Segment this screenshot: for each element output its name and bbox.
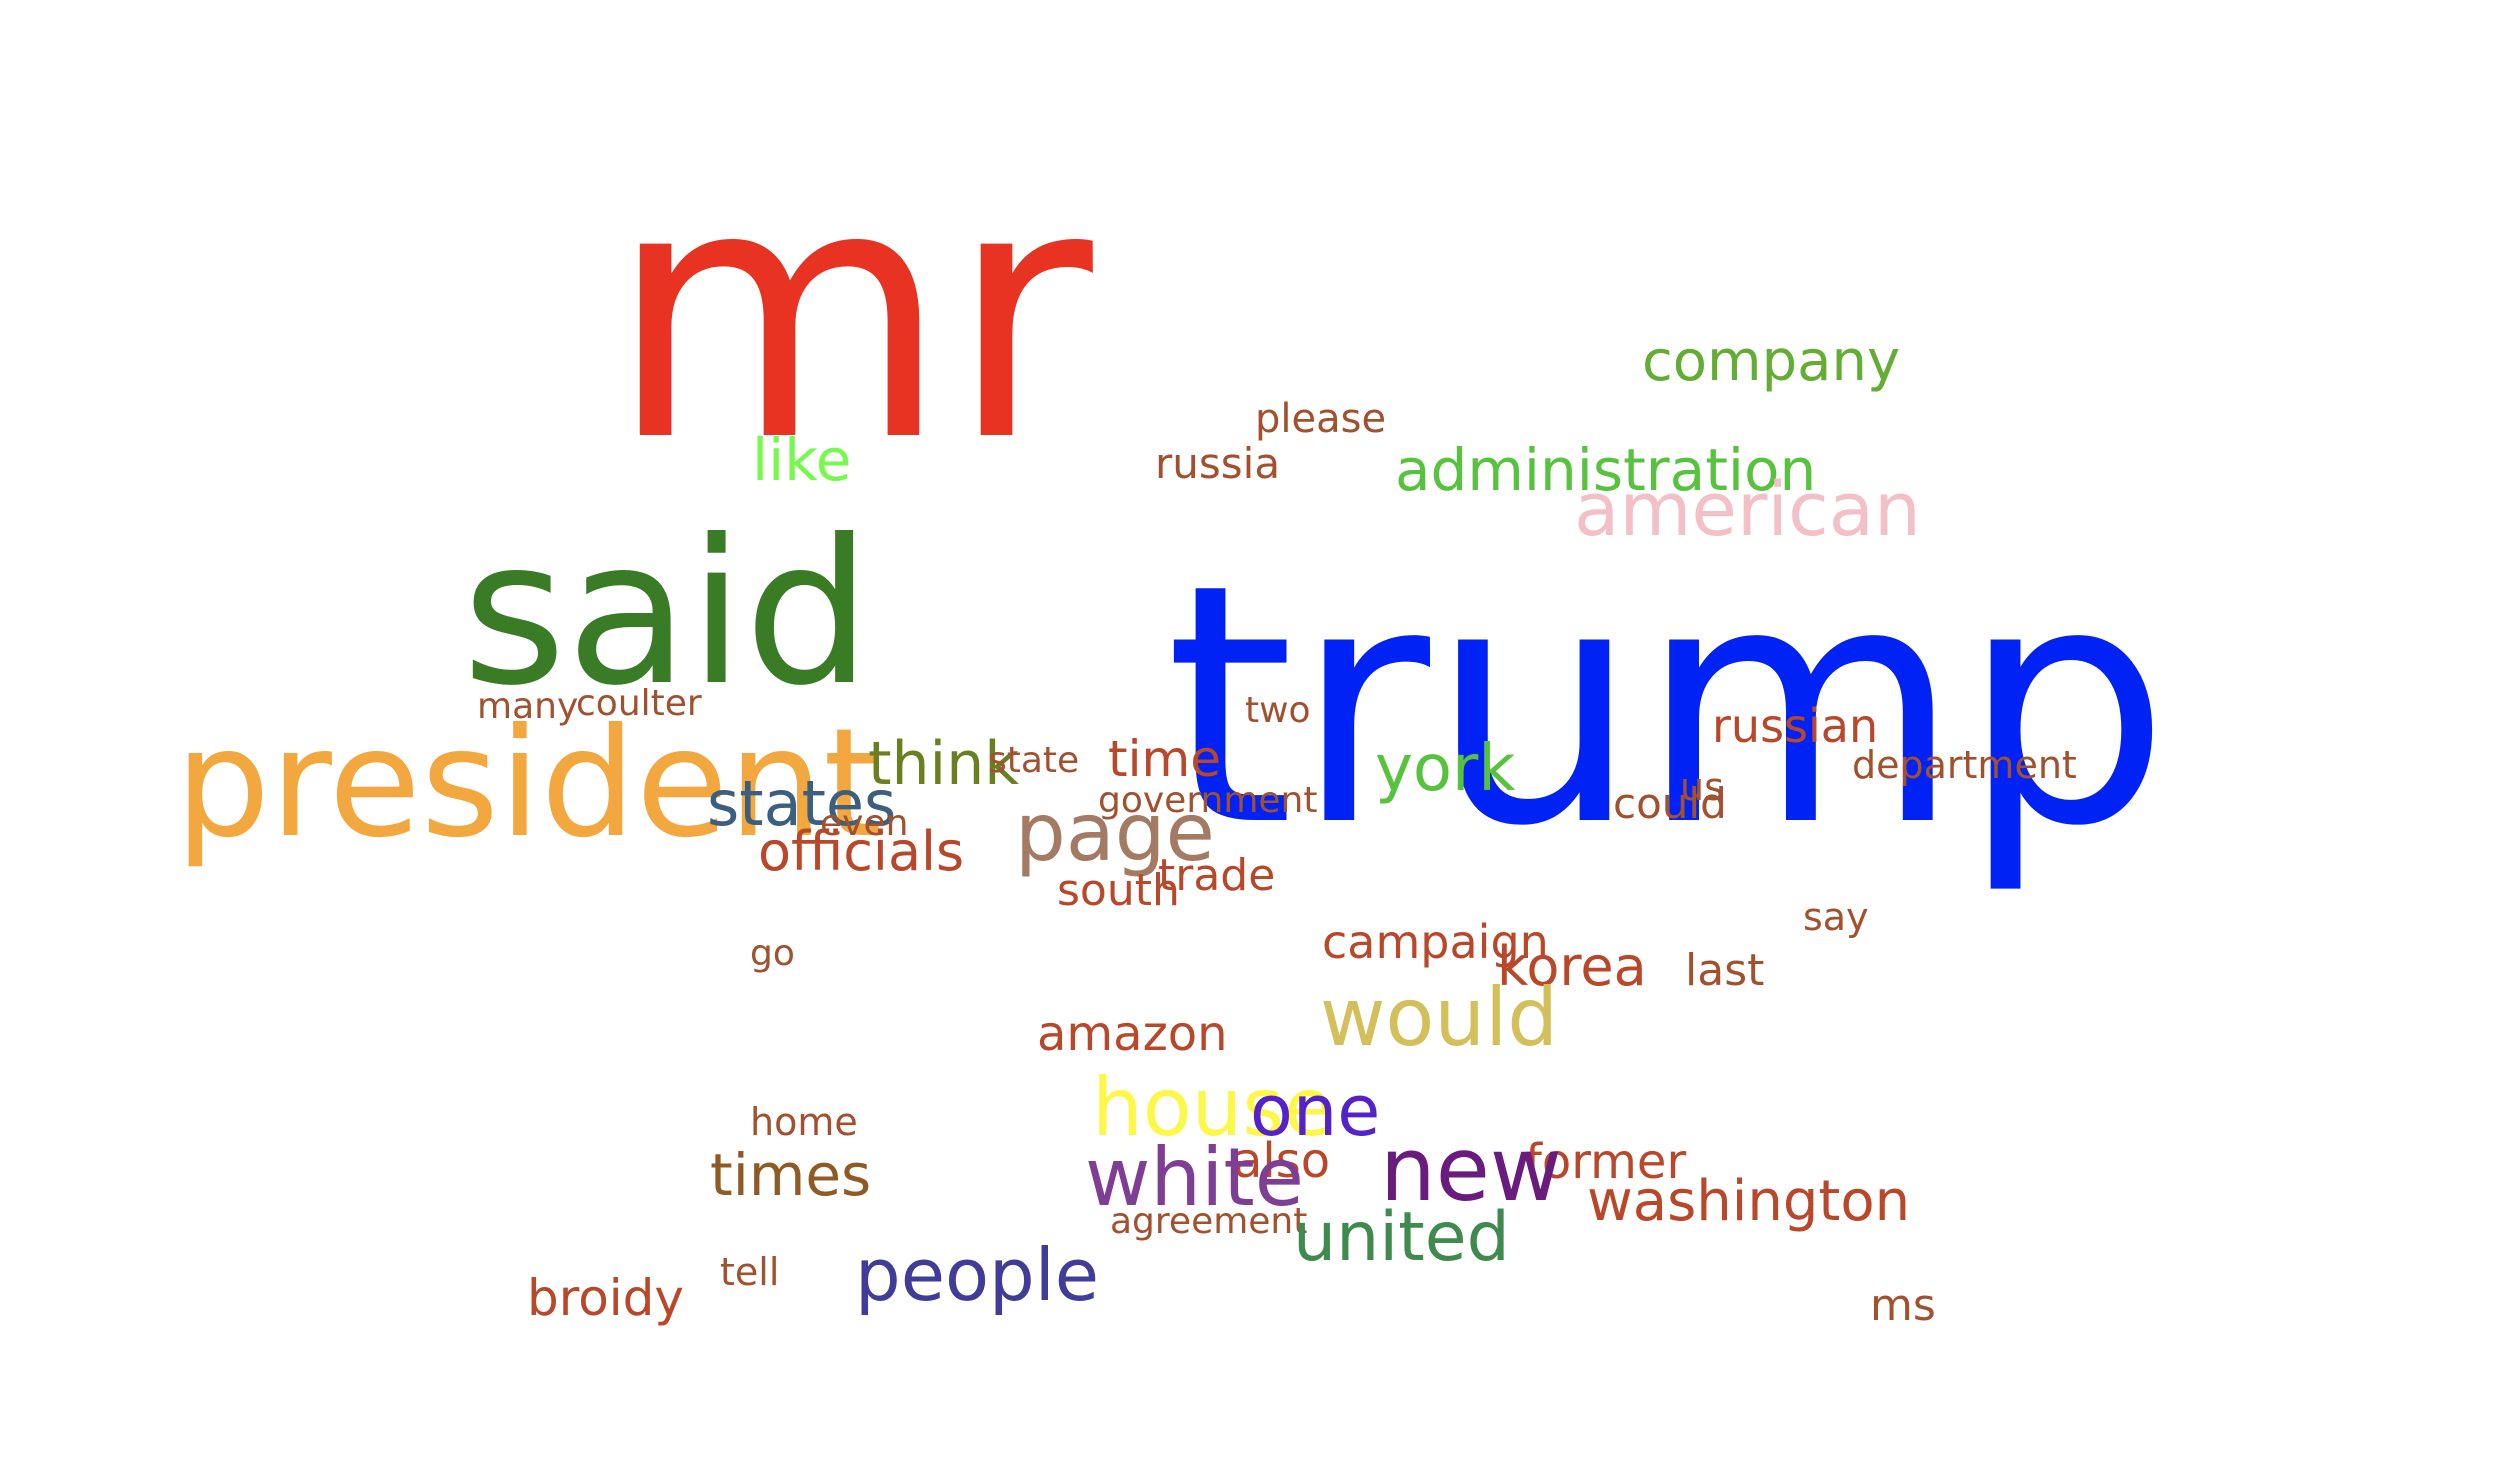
word-american: american xyxy=(1574,467,1921,553)
word-people: people xyxy=(855,1233,1099,1317)
word-department: department xyxy=(1852,743,2077,787)
word-russian: russian xyxy=(1712,699,1878,753)
word-company: company xyxy=(1642,329,1900,394)
word-tell: tell xyxy=(720,1250,779,1294)
word-home: home xyxy=(750,1100,858,1144)
word-would: would xyxy=(1320,971,1558,1064)
word-many: many xyxy=(477,686,578,727)
word-former: former xyxy=(1525,1134,1686,1190)
word-us: us xyxy=(1680,765,1724,809)
word-said: said xyxy=(462,497,871,730)
word-agreement: agreement xyxy=(1110,1201,1307,1242)
word-korea: korea xyxy=(1497,935,1647,998)
word-officials: officials xyxy=(758,820,964,883)
word-new: new xyxy=(1380,1118,1562,1221)
word-washington: washington xyxy=(1587,1169,1910,1234)
word-please: please xyxy=(1255,396,1386,442)
word-state: state xyxy=(988,740,1079,781)
word-government: government xyxy=(1098,780,1317,821)
word-even: even xyxy=(820,803,908,844)
word-campaign: campaign xyxy=(1322,915,1549,969)
word-think: think xyxy=(868,729,1019,799)
word-could: could xyxy=(1613,779,1727,828)
word-united: united xyxy=(1293,1198,1510,1277)
word-one: one xyxy=(1250,1070,1380,1152)
word-states: states xyxy=(707,767,896,840)
word-last: last xyxy=(1685,945,1764,996)
word-time: time xyxy=(1108,730,1221,788)
word-trade: trade xyxy=(1158,850,1275,901)
word-mr: mr xyxy=(608,110,1097,518)
word-times: times xyxy=(710,1141,871,1209)
word-president: president xyxy=(175,697,882,871)
word-amazon: amazon xyxy=(1037,1006,1228,1062)
word-administration: administration xyxy=(1395,436,1816,504)
word-go: go xyxy=(750,933,795,974)
word-russia: russia xyxy=(1155,439,1280,488)
word-trump: trump xyxy=(1165,514,2170,898)
word-page: page xyxy=(1015,786,1215,879)
word-two: two xyxy=(1245,690,1311,731)
word-say: say xyxy=(1803,895,1869,939)
word-white: white xyxy=(1085,1131,1304,1224)
word-like: like xyxy=(752,426,851,494)
word-coulter: coulter xyxy=(576,683,702,724)
word-also: also xyxy=(1233,1133,1330,1189)
word-york: york xyxy=(1375,732,1515,806)
word-south: south xyxy=(1057,865,1180,916)
word-house: house xyxy=(1092,1061,1333,1154)
word-broidy: broidy xyxy=(527,1269,684,1327)
word-ms: ms xyxy=(1870,1280,1936,1331)
